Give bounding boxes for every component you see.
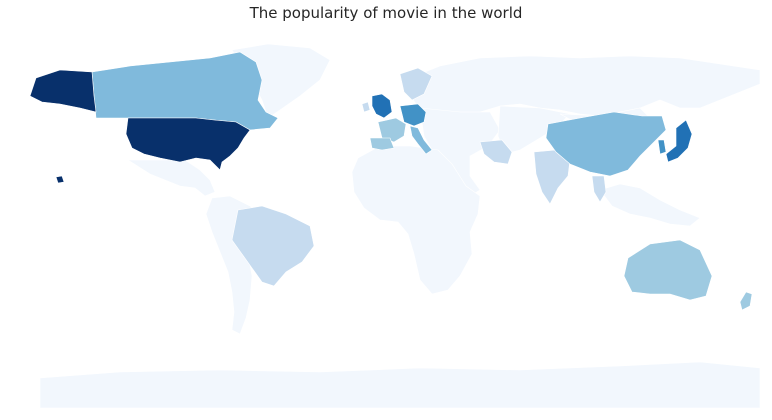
region-russia — [409, 55, 761, 117]
region-ireland — [361, 101, 371, 113]
region-brazil — [231, 205, 315, 287]
map-title: The popularity of movie in the world — [249, 4, 523, 22]
region-new-zealand — [739, 291, 753, 311]
region-alaska — [29, 69, 97, 113]
region-mexico — [126, 159, 216, 197]
region-hawaii — [55, 175, 65, 184]
region-japan — [665, 119, 693, 163]
region-germany — [399, 103, 427, 127]
region-united-states — [125, 117, 251, 171]
region-southeast-asia — [599, 183, 701, 227]
region-italy — [409, 125, 433, 155]
region-spain — [369, 137, 395, 151]
region-scandinavia — [399, 67, 433, 101]
region-australia — [623, 239, 713, 301]
region-thailand — [591, 175, 607, 203]
region-antarctica — [39, 361, 761, 409]
region-china — [545, 111, 667, 177]
region-africa — [351, 145, 481, 295]
region-south-korea — [657, 139, 667, 155]
region-iran — [479, 139, 513, 165]
region-united-kingdom — [371, 93, 393, 119]
